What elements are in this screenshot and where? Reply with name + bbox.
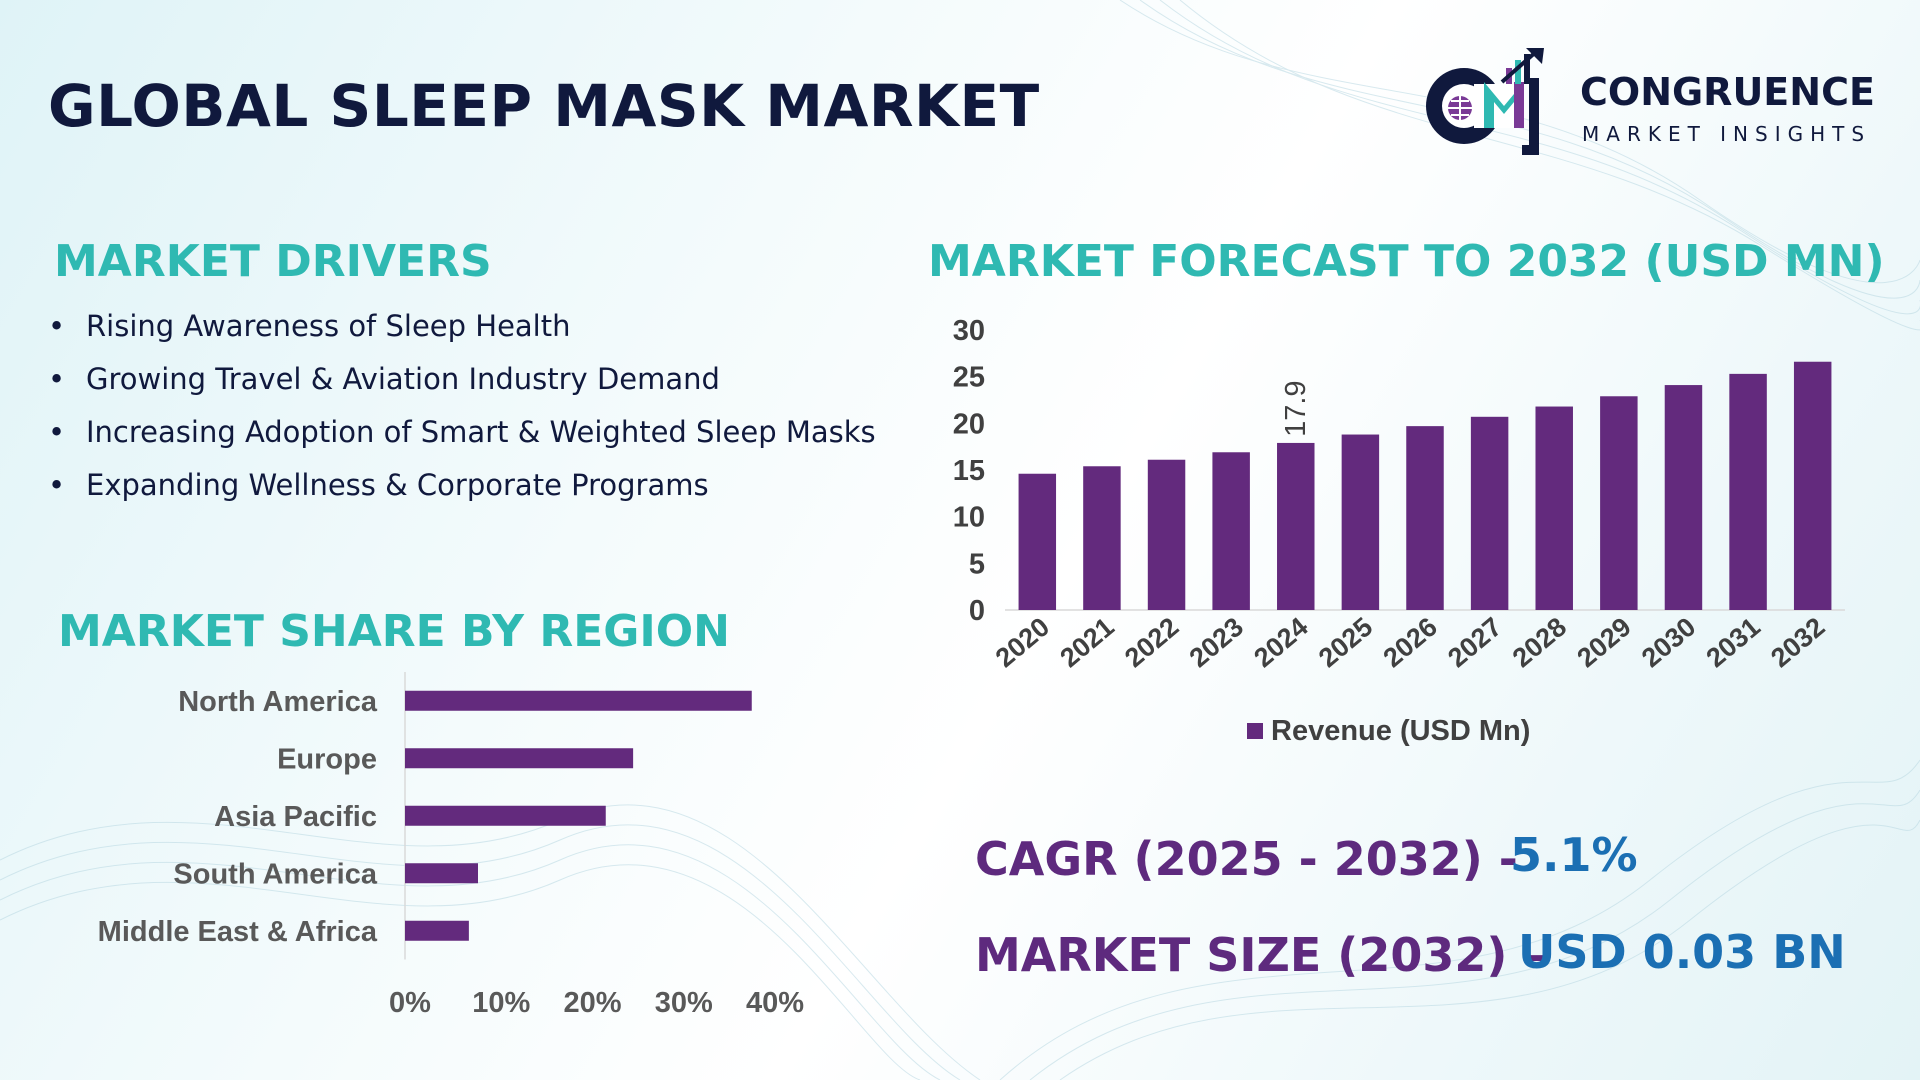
driver-text: Increasing Adoption of Smart & Weighted … [86,415,876,449]
x-tick-label: 2022 [1119,612,1184,674]
y-tick-label: 10 [953,502,985,534]
region-bar [405,748,634,769]
x-tick-label: 10% [472,987,530,1019]
region-label: Europe [277,743,377,775]
x-tick-label: 2029 [1571,612,1636,674]
x-tick-label: 2030 [1636,612,1701,674]
region-bar [405,690,752,711]
region-label: Asia Pacific [214,801,377,833]
region-label: North America [178,686,378,718]
y-tick-label: 20 [953,408,985,440]
region-chart-title: MARKET SHARE BY REGION [58,606,730,657]
bar-2032 [1793,361,1832,610]
bar-2020 [1018,473,1057,610]
company-logo: CONGRUENCE MARKET INSIGHTS [1422,48,1892,158]
market-size-label: MARKET SIZE (2032) – [975,928,1547,982]
legend-swatch [1247,723,1263,739]
bullet-icon: • [48,362,66,396]
x-tick-label: 2032 [1765,612,1830,674]
x-tick-label: 40% [746,987,804,1019]
y-tick-label: 30 [953,315,985,347]
bar-2026 [1406,426,1444,610]
driver-text: Rising Awareness of Sleep Health [86,309,571,343]
logo-tagline: MARKET INSIGHTS [1582,122,1872,146]
cagr-label: CAGR (2025 - 2032) - [975,832,1518,886]
bullet-icon: • [48,309,66,343]
region-bar-chart: North America Europe Asia Pacific South Ame… [98,672,804,1019]
bullet-icon: • [48,415,66,449]
x-tick-label: 2021 [1054,612,1119,674]
bar-2031 [1729,373,1767,610]
region-label: South America [173,858,377,890]
driver-item: • Rising Awareness of Sleep Health [48,300,878,353]
driver-item: • Expanding Wellness & Corporate Programs [48,459,878,512]
page-title: GLOBAL SLEEP MASK MARKET [48,72,1040,140]
region-bar [405,863,478,884]
bar-2030 [1664,385,1703,610]
driver-text: Expanding Wellness & Corporate Programs [86,468,709,502]
logo-name: CONGRUENCE [1580,70,1875,114]
x-tick-label: 0% [389,987,431,1019]
market-drivers-list: • Rising Awareness of Sleep Health • Growi… [48,300,878,512]
data-label: 17.9 [1280,380,1312,436]
bullet-icon: • [48,468,66,502]
driver-item: • Growing Travel & Aviation Industry Dema… [48,353,878,406]
x-tick-label: 2025 [1313,612,1378,674]
region-bar [405,920,469,941]
y-tick-label: 25 [953,362,985,394]
x-tick-label: 2026 [1378,612,1443,674]
bar-2028 [1535,406,1573,610]
x-tick-label: 2028 [1507,612,1572,674]
driver-text: Growing Travel & Aviation Industry Deman… [86,362,720,396]
cagr-value: 5.1% [1510,828,1638,882]
y-tick-label: 15 [953,455,985,487]
logo-mark-icon [1426,48,1544,155]
x-tick-label: 2020 [990,612,1055,674]
region-bar [405,805,606,826]
x-tick-label: 2027 [1442,612,1507,674]
y-tick-label: 5 [969,548,985,580]
bar-2023 [1212,452,1250,610]
driver-item: • Increasing Adoption of Smart & Weighted… [48,406,878,459]
x-tick-label: 2031 [1701,612,1766,674]
bar-2027 [1470,416,1509,610]
x-tick-label: 2024 [1248,612,1313,674]
x-tick-label: 20% [563,987,621,1019]
bar-2025 [1341,434,1380,610]
forecast-chart-title: MARKET FORECAST TO 2032 (USD MN) [928,236,1885,287]
bar-2021 [1083,466,1121,610]
region-label: Middle East & Africa [98,916,378,948]
y-tick-label: 0 [969,595,985,627]
legend-label: Revenue (USD Mn) [1271,715,1530,747]
bar-2024 [1277,442,1315,610]
market-drivers-title: MARKET DRIVERS [54,236,492,287]
bar-2022 [1147,459,1186,610]
market-size-value: USD 0.03 BN [1518,925,1846,979]
x-tick-label: 2023 [1184,612,1249,674]
bar-2029 [1600,396,1638,610]
x-tick-label: 30% [655,987,713,1019]
